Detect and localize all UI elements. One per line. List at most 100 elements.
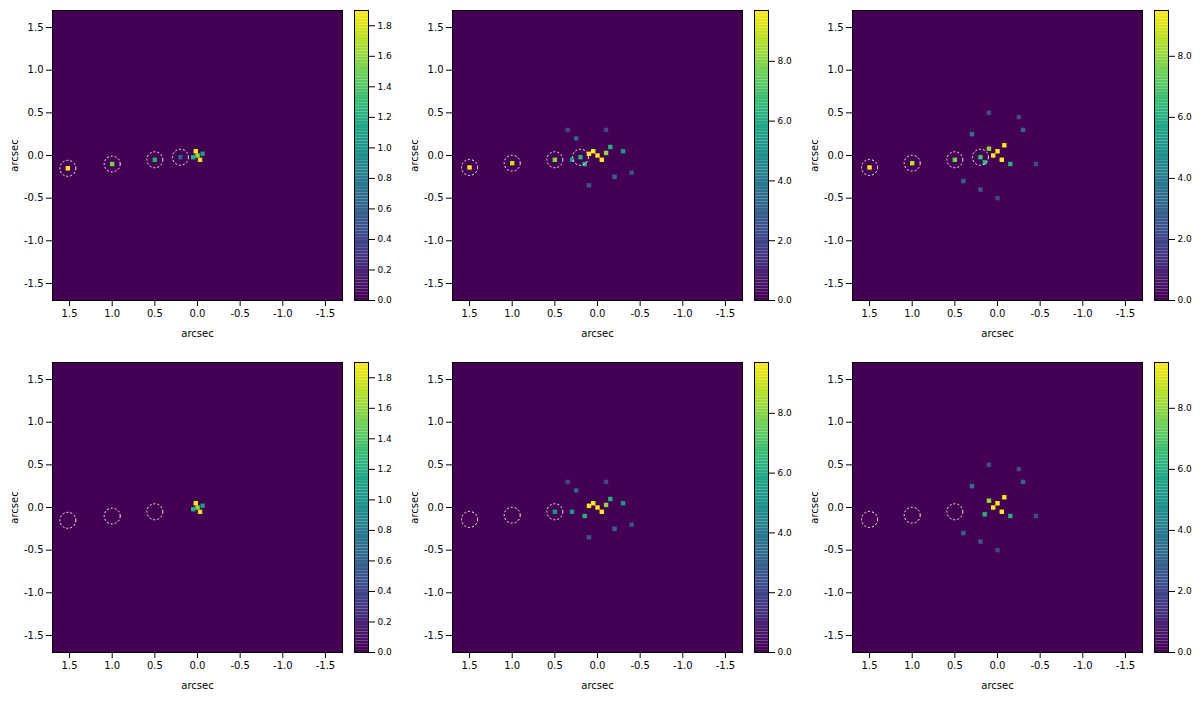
svg-text:-1.0: -1.0 — [1073, 660, 1093, 671]
svg-text:4.0: 4.0 — [1178, 525, 1193, 535]
svg-text:0.5: 0.5 — [828, 107, 844, 118]
svg-text:0.5: 0.5 — [147, 660, 163, 671]
svg-text:4.0: 4.0 — [1178, 173, 1193, 183]
svg-text:-0.5: -0.5 — [630, 660, 650, 671]
svg-text:4.0: 4.0 — [778, 528, 793, 538]
svg-text:0.4: 0.4 — [378, 234, 393, 244]
svg-text:0.2: 0.2 — [378, 265, 392, 275]
svg-text:8.0: 8.0 — [778, 56, 793, 66]
svg-text:1.5: 1.5 — [862, 660, 878, 671]
svg-text:1.8: 1.8 — [378, 373, 393, 383]
svg-text:1.0: 1.0 — [428, 64, 444, 75]
svg-text:0.0: 0.0 — [28, 150, 44, 161]
svg-text:arcsec: arcsec — [181, 328, 213, 339]
svg-text:0.6: 0.6 — [378, 204, 393, 214]
svg-text:0.0: 0.0 — [990, 308, 1006, 319]
svg-text:0.5: 0.5 — [428, 459, 444, 470]
svg-text:0.5: 0.5 — [547, 660, 563, 671]
svg-text:1.0: 1.0 — [428, 416, 444, 427]
svg-text:-1.0: -1.0 — [1073, 308, 1093, 319]
svg-text:1.0: 1.0 — [904, 660, 920, 671]
svg-text:arcsec: arcsec — [981, 328, 1013, 339]
svg-text:1.5: 1.5 — [828, 22, 844, 33]
svg-text:0.0: 0.0 — [28, 502, 44, 513]
svg-text:arcsec: arcsec — [581, 680, 613, 691]
svg-text:arcsec: arcsec — [581, 328, 613, 339]
svg-text:arcsec: arcsec — [409, 491, 420, 523]
svg-text:-0.5: -0.5 — [630, 308, 650, 319]
svg-text:0.0: 0.0 — [1178, 295, 1193, 305]
svg-text:-0.5: -0.5 — [1030, 308, 1050, 319]
svg-text:arcsec: arcsec — [809, 139, 820, 171]
svg-text:1.0: 1.0 — [104, 308, 120, 319]
svg-text:1.5: 1.5 — [862, 308, 878, 319]
svg-text:-1.0: -1.0 — [24, 235, 44, 246]
svg-text:-1.0: -1.0 — [824, 235, 844, 246]
svg-text:-0.5: -0.5 — [230, 308, 250, 319]
svg-text:1.0: 1.0 — [378, 495, 393, 505]
svg-text:0.5: 0.5 — [147, 308, 163, 319]
svg-text:1.2: 1.2 — [378, 464, 392, 474]
svg-text:-1.0: -1.0 — [424, 587, 444, 598]
svg-text:-0.5: -0.5 — [424, 544, 444, 555]
svg-text:0.0: 0.0 — [190, 660, 206, 671]
svg-text:1.6: 1.6 — [378, 51, 393, 61]
svg-text:-1.0: -1.0 — [24, 587, 44, 598]
svg-text:-1.5: -1.5 — [716, 308, 736, 319]
svg-text:-1.5: -1.5 — [424, 630, 444, 641]
svg-text:0.5: 0.5 — [28, 107, 44, 118]
svg-text:1.0: 1.0 — [504, 308, 520, 319]
svg-text:1.4: 1.4 — [378, 82, 393, 92]
svg-text:0.0: 0.0 — [590, 308, 606, 319]
svg-text:0.5: 0.5 — [547, 308, 563, 319]
svg-text:1.5: 1.5 — [28, 374, 44, 385]
svg-text:-1.0: -1.0 — [273, 308, 293, 319]
svg-text:-0.5: -0.5 — [24, 544, 44, 555]
svg-text:6.0: 6.0 — [778, 468, 793, 478]
svg-text:6.0: 6.0 — [1178, 112, 1193, 122]
svg-text:0.0: 0.0 — [778, 647, 793, 657]
svg-text:1.5: 1.5 — [462, 308, 478, 319]
svg-text:-0.5: -0.5 — [824, 192, 844, 203]
svg-text:-0.5: -0.5 — [230, 660, 250, 671]
svg-text:-1.5: -1.5 — [316, 660, 336, 671]
svg-text:1.0: 1.0 — [828, 64, 844, 75]
svg-text:1.0: 1.0 — [828, 416, 844, 427]
svg-text:2.0: 2.0 — [778, 588, 793, 598]
svg-text:8.0: 8.0 — [1178, 51, 1193, 61]
svg-text:0.0: 0.0 — [428, 502, 444, 513]
svg-text:-0.5: -0.5 — [824, 544, 844, 555]
svg-text:1.5: 1.5 — [62, 308, 78, 319]
svg-text:1.0: 1.0 — [104, 660, 120, 671]
svg-text:0.0: 0.0 — [1178, 647, 1193, 657]
svg-text:6.0: 6.0 — [778, 116, 793, 126]
svg-text:-1.5: -1.5 — [716, 660, 736, 671]
svg-text:1.0: 1.0 — [28, 64, 44, 75]
svg-text:0.5: 0.5 — [28, 459, 44, 470]
svg-text:-1.5: -1.5 — [316, 308, 336, 319]
svg-text:0.5: 0.5 — [947, 660, 963, 671]
svg-text:-1.0: -1.0 — [673, 660, 693, 671]
svg-text:1.8: 1.8 — [378, 21, 393, 31]
svg-text:0.6: 0.6 — [378, 556, 393, 566]
svg-text:0.2: 0.2 — [378, 617, 392, 627]
svg-text:0.4: 0.4 — [378, 586, 393, 596]
svg-text:-1.5: -1.5 — [824, 278, 844, 289]
svg-text:-1.0: -1.0 — [273, 660, 293, 671]
svg-text:0.8: 0.8 — [378, 525, 393, 535]
svg-text:0.8: 0.8 — [378, 173, 393, 183]
svg-text:-1.5: -1.5 — [1116, 660, 1136, 671]
svg-text:0.5: 0.5 — [428, 107, 444, 118]
svg-text:1.0: 1.0 — [904, 308, 920, 319]
svg-text:0.5: 0.5 — [947, 308, 963, 319]
svg-text:-1.5: -1.5 — [24, 278, 44, 289]
svg-text:2.0: 2.0 — [1178, 234, 1193, 244]
svg-text:1.5: 1.5 — [428, 374, 444, 385]
svg-text:0.0: 0.0 — [828, 502, 844, 513]
svg-text:arcsec: arcsec — [9, 139, 20, 171]
svg-text:0.0: 0.0 — [990, 660, 1006, 671]
svg-text:1.5: 1.5 — [28, 22, 44, 33]
svg-text:arcsec: arcsec — [809, 491, 820, 523]
svg-text:-0.5: -0.5 — [24, 192, 44, 203]
svg-text:0.0: 0.0 — [190, 308, 206, 319]
